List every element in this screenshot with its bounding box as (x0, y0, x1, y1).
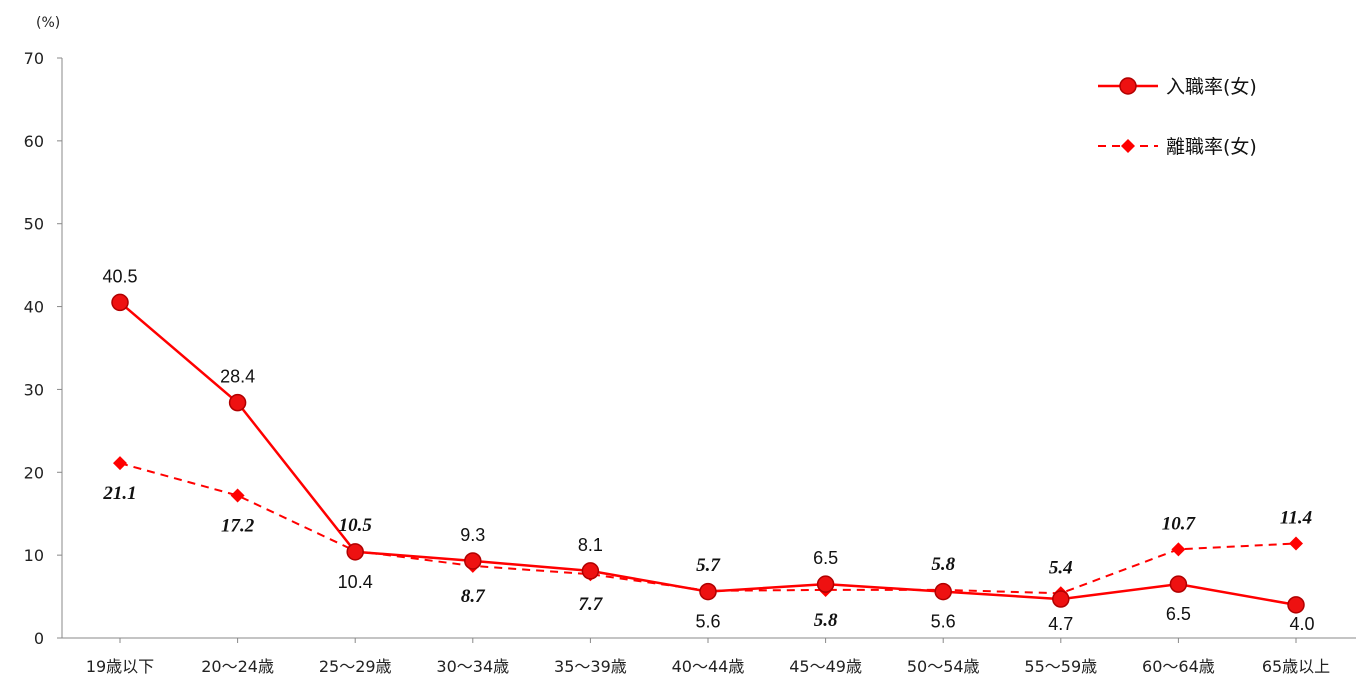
data-point-entry-rate (1052, 590, 1070, 608)
data-point-entry-rate (934, 582, 952, 601)
data-label-exit-rate: 10.7 (1162, 513, 1197, 534)
x-tick-label: 55～59歳 (1024, 657, 1097, 676)
data-label-exit-rate: 11.4 (1280, 508, 1312, 529)
data-label-entry-rate: 5.6 (695, 612, 720, 632)
data-point-entry-rate (228, 393, 247, 412)
data-point-exit-rate (113, 456, 127, 471)
data-label-entry-rate: 6.5 (1166, 604, 1191, 624)
series-layer (111, 293, 1305, 614)
x-tick-label: 40～44歳 (672, 657, 745, 676)
data-point-exit-rate (1171, 542, 1186, 557)
data-point-entry-rate (464, 552, 482, 570)
legend-item-entry-rate: 入職率(女) (1098, 76, 1257, 98)
data-label-exit-rate: 10.5 (339, 515, 373, 536)
x-tick-label: 20～24歳 (201, 657, 274, 676)
data-label-entry-rate: 10.4 (338, 572, 373, 592)
legend-label-entry-rate: 入職率(女) (1166, 76, 1257, 98)
data-labels: 21.1 17.2 10.5 8.7 7.7 5.7 5.8 5.8 5.4 10.7 11.4 40… (102, 266, 1314, 634)
data-point-entry-rate (816, 575, 835, 593)
y-axis-unit: (%) (36, 15, 60, 31)
data-label-entry-rate: 4.7 (1048, 614, 1073, 634)
data-point-exit-rate (230, 488, 245, 503)
data-point-entry-rate (1169, 575, 1188, 593)
legend-marker-diamond (1121, 139, 1135, 153)
data-point-entry-rate (346, 543, 364, 561)
data-point-entry-rate (111, 293, 129, 312)
data-label-entry-rate: 6.5 (813, 548, 838, 568)
y-tick-label: 50 (24, 215, 44, 234)
legend-item-exit-rate: 離職率(女) (1098, 136, 1257, 158)
x-tick-label: 65歳以上 (1262, 657, 1330, 676)
data-label-exit-rate: 5.7 (696, 555, 721, 576)
data-label-entry-rate: 40.5 (102, 266, 137, 286)
y-tick-label: 40 (24, 298, 44, 317)
x-tick-label: 50～54歳 (907, 657, 980, 676)
data-label-entry-rate: 5.6 (931, 612, 956, 632)
x-axis-ticks: 19歳以下 20～24歳 25～29歳 30～34歳 35～39歳 40～44歳 45～49… (86, 638, 1330, 676)
x-tick-label: 60～64歳 (1142, 657, 1215, 676)
data-point-entry-rate (1287, 596, 1305, 614)
data-label-entry-rate: 28.4 (220, 367, 255, 387)
legend-label-exit-rate: 離職率(女) (1166, 136, 1257, 158)
x-tick-label: 30～34歳 (436, 657, 509, 676)
data-label-exit-rate: 5.8 (931, 554, 955, 575)
data-label-exit-rate: 5.8 (814, 610, 838, 631)
data-label-exit-rate: 5.4 (1049, 557, 1073, 578)
data-label-exit-rate: 21.1 (102, 483, 136, 504)
y-tick-label: 30 (24, 380, 44, 399)
data-point-entry-rate (581, 562, 600, 580)
y-tick-label: 20 (24, 463, 44, 482)
y-tick-label: 0 (34, 629, 44, 648)
y-tick-label: 60 (24, 132, 44, 151)
x-tick-label: 25～29歳 (319, 657, 392, 676)
legend-marker-circle (1119, 77, 1137, 95)
y-tick-label: 10 (24, 546, 44, 565)
data-label-entry-rate: 4.0 (1289, 614, 1314, 634)
legend: 入職率(女) 離職率(女) (1098, 76, 1257, 158)
data-label-exit-rate: 7.7 (579, 594, 604, 615)
data-label-entry-rate: 9.3 (460, 525, 485, 545)
x-tick-label: 19歳以下 (86, 657, 154, 676)
x-tick-label: 45～49歳 (789, 657, 862, 676)
data-point-exit-rate (1289, 536, 1303, 551)
y-axis-ticks: 0 10 20 30 40 50 60 70 (24, 49, 62, 648)
x-tick-label: 35～39歳 (554, 657, 627, 676)
data-label-exit-rate: 8.7 (461, 586, 486, 607)
y-tick-label: 70 (24, 49, 44, 68)
data-point-entry-rate (699, 582, 717, 601)
data-label-entry-rate: 8.1 (578, 535, 603, 555)
data-label-exit-rate: 17.2 (221, 515, 255, 536)
